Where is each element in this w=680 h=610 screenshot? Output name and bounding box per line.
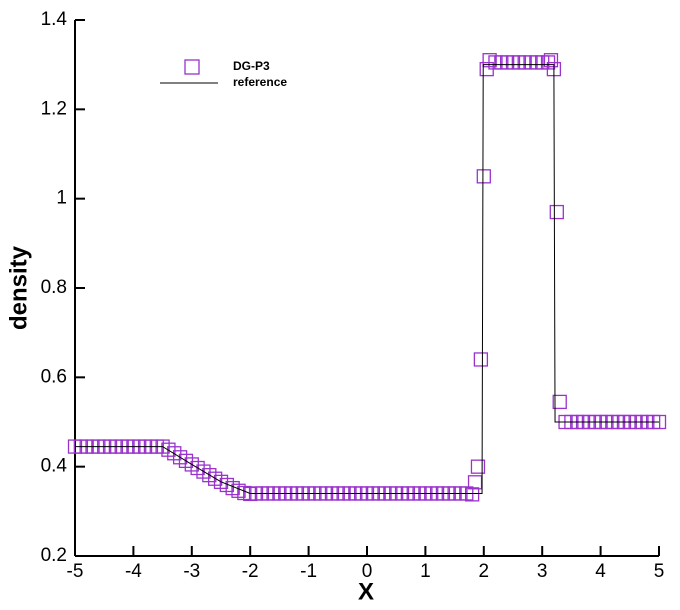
y-tick-label: 0.8 bbox=[41, 277, 67, 298]
y-tick-label: 0.6 bbox=[41, 366, 67, 387]
y-tick-label: 0.2 bbox=[41, 545, 67, 566]
legend-label: reference bbox=[233, 75, 287, 89]
x-tick-label: 0 bbox=[362, 561, 373, 582]
data-point bbox=[219, 477, 234, 493]
x-tick-label: -5 bbox=[67, 561, 84, 582]
x-tick-label: 4 bbox=[595, 561, 606, 582]
data-point bbox=[549, 204, 564, 220]
y-tick-label: 1.4 bbox=[41, 9, 68, 30]
data-point bbox=[543, 53, 559, 68]
x-tick-label: 1 bbox=[420, 561, 431, 582]
data-point bbox=[552, 394, 567, 410]
x-axis-label: X bbox=[358, 578, 374, 605]
x-tick-label: -1 bbox=[300, 561, 317, 582]
y-tick-label: 1.2 bbox=[41, 98, 67, 119]
legend-label: DG-P3 bbox=[233, 59, 270, 73]
data-point bbox=[231, 483, 246, 498]
data-point bbox=[161, 442, 176, 457]
x-tick-label: -4 bbox=[125, 561, 142, 582]
data-point bbox=[467, 475, 483, 490]
data-point bbox=[464, 487, 480, 502]
x-tick-label: 5 bbox=[654, 561, 665, 582]
y-tick-label: 1 bbox=[56, 188, 67, 209]
x-tick-label: -2 bbox=[242, 561, 259, 582]
x-tick-label: -3 bbox=[183, 561, 200, 582]
data-point bbox=[167, 446, 182, 461]
data-point bbox=[470, 459, 486, 474]
y-axis-label: density bbox=[5, 245, 32, 330]
data-line bbox=[75, 64, 659, 494]
data-point bbox=[482, 53, 497, 68]
data-point bbox=[473, 352, 489, 367]
data-point bbox=[225, 480, 240, 496]
y-tick-label: 0.4 bbox=[41, 456, 68, 477]
legend-symbol bbox=[184, 59, 200, 75]
x-tick-label: 2 bbox=[479, 561, 490, 582]
x-tick-label: 3 bbox=[537, 561, 548, 582]
data-point bbox=[476, 169, 491, 184]
